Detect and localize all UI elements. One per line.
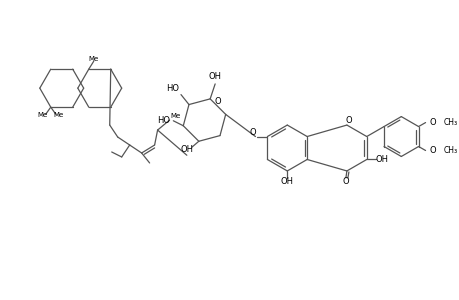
Text: O: O [249, 128, 255, 137]
Text: OH: OH [208, 72, 221, 81]
Text: CH₃: CH₃ [442, 146, 457, 155]
Text: O: O [214, 97, 221, 106]
Text: O: O [428, 146, 435, 155]
Text: O: O [342, 177, 348, 186]
Text: O: O [345, 116, 352, 124]
Text: Me: Me [170, 113, 180, 119]
Text: HO: HO [157, 116, 169, 125]
Text: OH: OH [180, 145, 193, 154]
Text: OH: OH [280, 177, 293, 186]
Text: Me: Me [38, 112, 48, 118]
Text: HO: HO [166, 84, 179, 93]
Text: CH₃: CH₃ [442, 118, 457, 127]
Text: O: O [428, 118, 435, 127]
Text: OH: OH [375, 155, 387, 164]
Text: Me: Me [54, 112, 64, 118]
Text: Me: Me [89, 56, 99, 62]
